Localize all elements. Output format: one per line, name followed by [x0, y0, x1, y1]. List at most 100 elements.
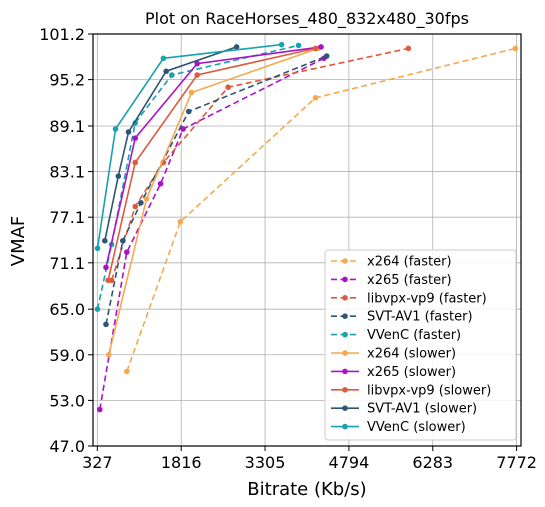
series-line — [126, 47, 516, 372]
legend-marker — [342, 276, 348, 283]
data-point — [312, 95, 319, 101]
legend: x264 (faster) x265 (faster) libvpx-vp9 (fa… — [324, 249, 517, 441]
data-point — [94, 306, 101, 312]
legend-entry: SVT-AV1 (slower) — [331, 402, 477, 417]
y-tick-label: 83.1 — [49, 163, 85, 182]
series-line — [105, 55, 327, 325]
series-line — [96, 44, 299, 310]
y-tick-label: 101.2 — [39, 25, 85, 44]
legend-marker — [342, 405, 348, 412]
y-tick-label: 71.1 — [49, 254, 85, 273]
data-point — [194, 60, 200, 67]
data-point — [160, 55, 167, 62]
x-axis-label: Bitrate (Kb/s) — [247, 479, 366, 500]
series-line — [105, 46, 322, 268]
data-point — [94, 245, 101, 252]
legend-label: SVT-AV1 (faster) — [367, 310, 473, 325]
series-layer — [94, 41, 519, 413]
legend-label: VVenC (faster) — [367, 328, 461, 343]
data-point — [185, 108, 192, 115]
data-point — [132, 203, 139, 210]
legend-label: libvpx-vp9 (slower) — [367, 383, 491, 398]
x-tick-label: 4794 — [329, 453, 370, 472]
legend-marker — [342, 295, 348, 301]
data-point — [105, 351, 112, 358]
legend-entry: libvpx-vp9 (faster) — [331, 291, 487, 306]
legend-entry: x264 (slower) — [331, 347, 456, 362]
x-tick-label: 6283 — [412, 453, 453, 472]
legend-marker — [342, 350, 348, 356]
chart-title: Plot on RaceHorses_480_832x480_30fps — [145, 9, 469, 29]
data-point — [169, 72, 175, 78]
data-point — [123, 249, 130, 255]
data-point — [138, 199, 144, 206]
data-point — [323, 53, 330, 59]
data-point — [123, 368, 130, 375]
legend-entry: x264 (faster) — [331, 255, 452, 270]
data-point — [312, 45, 319, 52]
data-point — [103, 321, 109, 328]
x-tick-label: 3305 — [245, 453, 286, 472]
data-point — [278, 41, 285, 48]
legend-marker — [342, 387, 348, 393]
data-point — [233, 44, 240, 50]
series-x265-faster — [96, 55, 327, 413]
series-libvpx-vp9-faster — [108, 45, 412, 284]
data-point — [295, 42, 302, 49]
legend-marker — [342, 423, 348, 430]
data-point — [103, 264, 109, 271]
data-point — [180, 126, 186, 132]
series-x265-slower — [103, 44, 324, 271]
data-point — [318, 44, 324, 50]
y-tick-label: 77.1 — [49, 208, 85, 227]
data-point — [143, 196, 150, 202]
data-point — [102, 237, 108, 244]
data-point — [163, 68, 170, 75]
y-tick-label: 59.0 — [49, 346, 85, 365]
legend-entry: x265 (faster) — [331, 273, 452, 288]
y-tick-label: 53.0 — [49, 391, 85, 410]
y-tick-label: 89.1 — [49, 117, 85, 136]
series-vvenc-slower — [94, 41, 285, 252]
series-line — [99, 57, 325, 410]
data-point — [194, 72, 200, 78]
legend-label: x264 (faster) — [367, 255, 452, 270]
grid-lines — [93, 33, 521, 447]
series-svt-av1-slower — [102, 44, 240, 244]
y-tick-label: 47.0 — [49, 437, 85, 456]
plot-area-frame — [92, 33, 522, 447]
series-line — [108, 47, 319, 355]
legend-label: x265 (faster) — [367, 273, 452, 288]
data-point — [157, 180, 164, 187]
data-point — [225, 84, 231, 91]
series-line — [107, 47, 316, 281]
data-point — [132, 135, 139, 141]
legend-entry: SVT-AV1 (faster) — [331, 310, 473, 325]
legend-label: VVenC (slower) — [367, 420, 466, 435]
y-axis-label: VMAF — [8, 216, 29, 267]
data-point — [105, 277, 112, 284]
y-tick-label: 95.2 — [49, 71, 85, 90]
data-point — [125, 129, 132, 135]
y-tick-label: 65.0 — [49, 300, 85, 319]
legend-marker — [342, 313, 348, 320]
x-tick-label: 7772 — [496, 453, 537, 472]
series-x264-slower — [105, 45, 322, 358]
legend-entry: libvpx-vp9 (slower) — [331, 383, 491, 398]
x-tick-label: 327 — [82, 453, 113, 472]
legend-entry: VVenC (slower) — [331, 420, 466, 435]
data-point — [120, 237, 126, 244]
legend-entry: VVenC (faster) — [331, 328, 461, 343]
legend-marker — [342, 258, 348, 264]
legend-label: x265 (slower) — [367, 365, 456, 380]
legend-label: x264 (slower) — [367, 347, 456, 362]
x-tick-label: 1816 — [161, 453, 202, 472]
series-svt-av1-faster — [103, 53, 330, 328]
data-point — [405, 45, 412, 52]
legend-marker — [342, 331, 348, 338]
series-x264-faster — [123, 45, 519, 375]
legend-label: libvpx-vp9 (faster) — [367, 291, 487, 306]
data-point — [115, 173, 122, 179]
data-point — [512, 45, 519, 52]
